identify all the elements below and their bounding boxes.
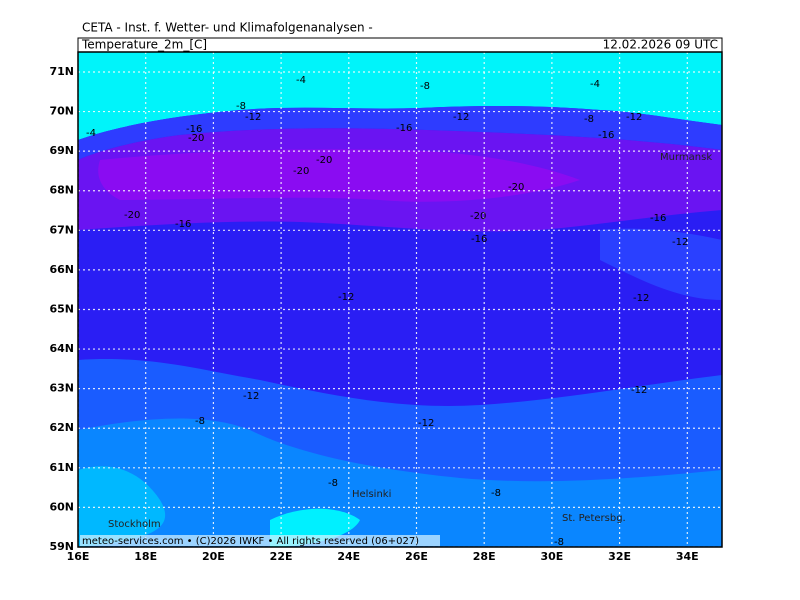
contour-label: -12 — [453, 112, 469, 123]
parameter: Temperature_2m_[C] — [81, 38, 207, 52]
map-frame — [77, 51, 723, 548]
contour-label: -16 — [650, 213, 666, 224]
contour-label: -8 — [584, 114, 594, 125]
contour-label: -12 — [626, 112, 642, 123]
lon-label: 22E — [270, 550, 293, 563]
lat-label: 60N — [49, 500, 74, 513]
datetime: 12.02.2026 09 UTC — [603, 38, 718, 52]
contour-label: -4 — [86, 128, 96, 139]
city-label: Helsinki — [352, 489, 391, 500]
contour-label: -8 — [236, 101, 246, 112]
contour-label: -16 — [175, 219, 191, 230]
contour-label: -4 — [590, 79, 600, 90]
footer-box — [80, 535, 440, 546]
lon-label: 26E — [405, 550, 428, 563]
contour-label: -20 — [124, 210, 140, 221]
lon-label: 16E — [67, 550, 90, 563]
lat-label: 69N — [49, 144, 74, 157]
contour-label: -12 — [672, 237, 688, 248]
contour-label: -16 — [396, 123, 412, 134]
contour-label: -12 — [633, 293, 649, 304]
contour-label: -8 — [554, 537, 564, 548]
lon-label: 24E — [337, 550, 360, 563]
contour-label: -20 — [316, 155, 332, 166]
contour-label: -8 — [491, 488, 501, 499]
city-label: Stockholm — [108, 519, 161, 530]
lon-label: 28E — [473, 550, 496, 563]
lon-label: 32E — [608, 550, 631, 563]
contour-label: -12 — [245, 112, 261, 123]
contour-label: -12 — [243, 391, 259, 402]
temperature-field — [78, 52, 722, 547]
footer: meteo-services.com • (C)2026 IWKF • All … — [82, 536, 419, 547]
contour-label: -12 — [418, 418, 434, 429]
lon-label: 18E — [134, 550, 157, 563]
contour-label: -16 — [598, 130, 614, 141]
contour-label: -12 — [631, 385, 647, 396]
lat-label: 59N — [49, 540, 74, 553]
contour-label: -16 — [186, 124, 202, 135]
lon-label: 20E — [202, 550, 225, 563]
contour-label: -20 — [188, 133, 204, 144]
contour-label: -4 — [296, 75, 306, 86]
contour-label: -20 — [470, 211, 486, 222]
contour-labels: Murmansk Helsinki Stockholm St. Petersbg. -4… — [86, 75, 712, 548]
contour-label: -16 — [471, 234, 487, 245]
contour-label: -20 — [508, 182, 524, 193]
contour-label: -12 — [338, 292, 354, 303]
contour-label: -20 — [293, 166, 309, 177]
city-label: Murmansk — [660, 152, 712, 163]
lat-label: 65N — [49, 302, 74, 315]
lon-label: 34E — [676, 550, 699, 563]
lat-label: 66N — [49, 263, 74, 276]
lat-label: 61N — [49, 461, 74, 474]
lat-label: 70N — [49, 105, 74, 118]
institute: CETA - Inst. f. Wetter- und Klimafolgena… — [82, 21, 373, 35]
lat-label: 67N — [49, 223, 74, 236]
contour-label: -8 — [195, 416, 205, 427]
lat-label: 68N — [49, 184, 74, 197]
contour-label: -8 — [328, 478, 338, 489]
lat-label: 62N — [49, 421, 74, 434]
lat-label: 71N — [49, 65, 74, 78]
lat-label: 63N — [49, 382, 74, 395]
lat-label: 64N — [49, 342, 74, 355]
city-label: St. Petersbg. — [562, 513, 626, 524]
lon-label: 30E — [540, 550, 563, 563]
contour-label: -8 — [420, 81, 430, 92]
